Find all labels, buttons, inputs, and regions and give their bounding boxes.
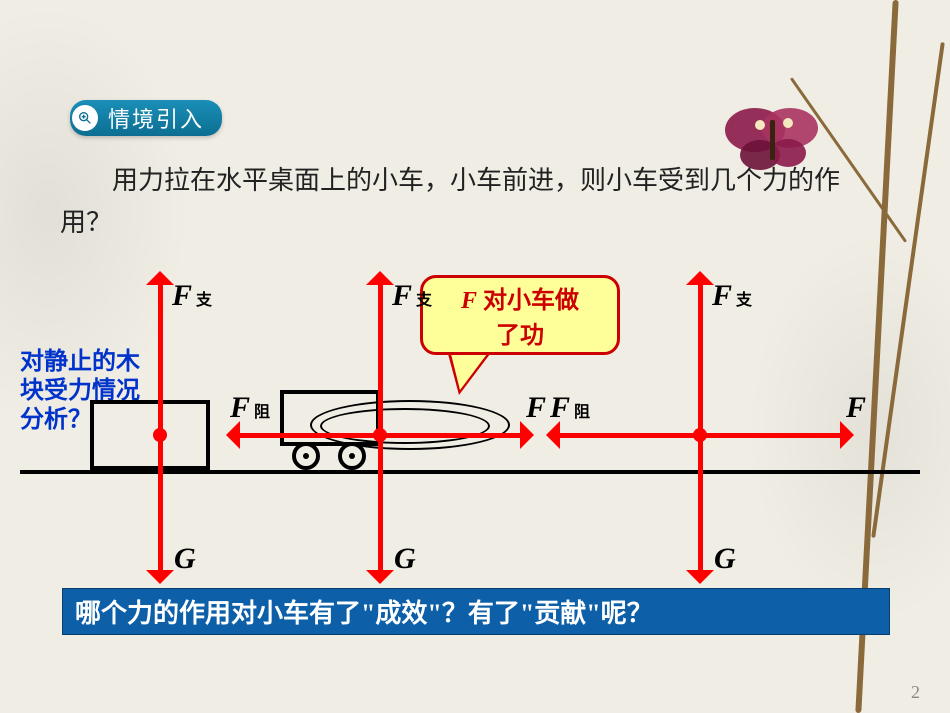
force-arrow-shaft bbox=[560, 433, 700, 438]
page-number: 2 bbox=[911, 682, 920, 703]
force-arrow-head bbox=[546, 421, 560, 449]
section-badge-label: 情境引入 bbox=[108, 102, 204, 134]
label-G: G bbox=[714, 542, 736, 576]
force-arrow-shaft bbox=[698, 435, 703, 570]
force-arrow-head bbox=[686, 271, 714, 285]
section-badge: 情境引入 bbox=[70, 100, 222, 136]
main-question: 用力拉在水平桌面上的小车，小车前进，则小车受到几个力的作用？ bbox=[60, 160, 840, 243]
force-arrow-head bbox=[840, 421, 854, 449]
force-diagram: F 对小车做 了功 F支GF支GFF阻F支GFF阻 bbox=[20, 250, 920, 590]
bottom-question-bar: 哪个力的作用对小车有了"成效"？有了"贡献"呢？ bbox=[62, 588, 890, 635]
force-arrow-shaft bbox=[700, 433, 840, 438]
magnify-icon bbox=[72, 105, 98, 131]
label-F: F bbox=[846, 391, 866, 425]
label-F-resist: F阻 bbox=[550, 391, 590, 425]
force-arrow-shaft bbox=[698, 285, 703, 435]
label-F-support: F支 bbox=[712, 279, 752, 313]
force-arrow-head bbox=[686, 570, 714, 584]
